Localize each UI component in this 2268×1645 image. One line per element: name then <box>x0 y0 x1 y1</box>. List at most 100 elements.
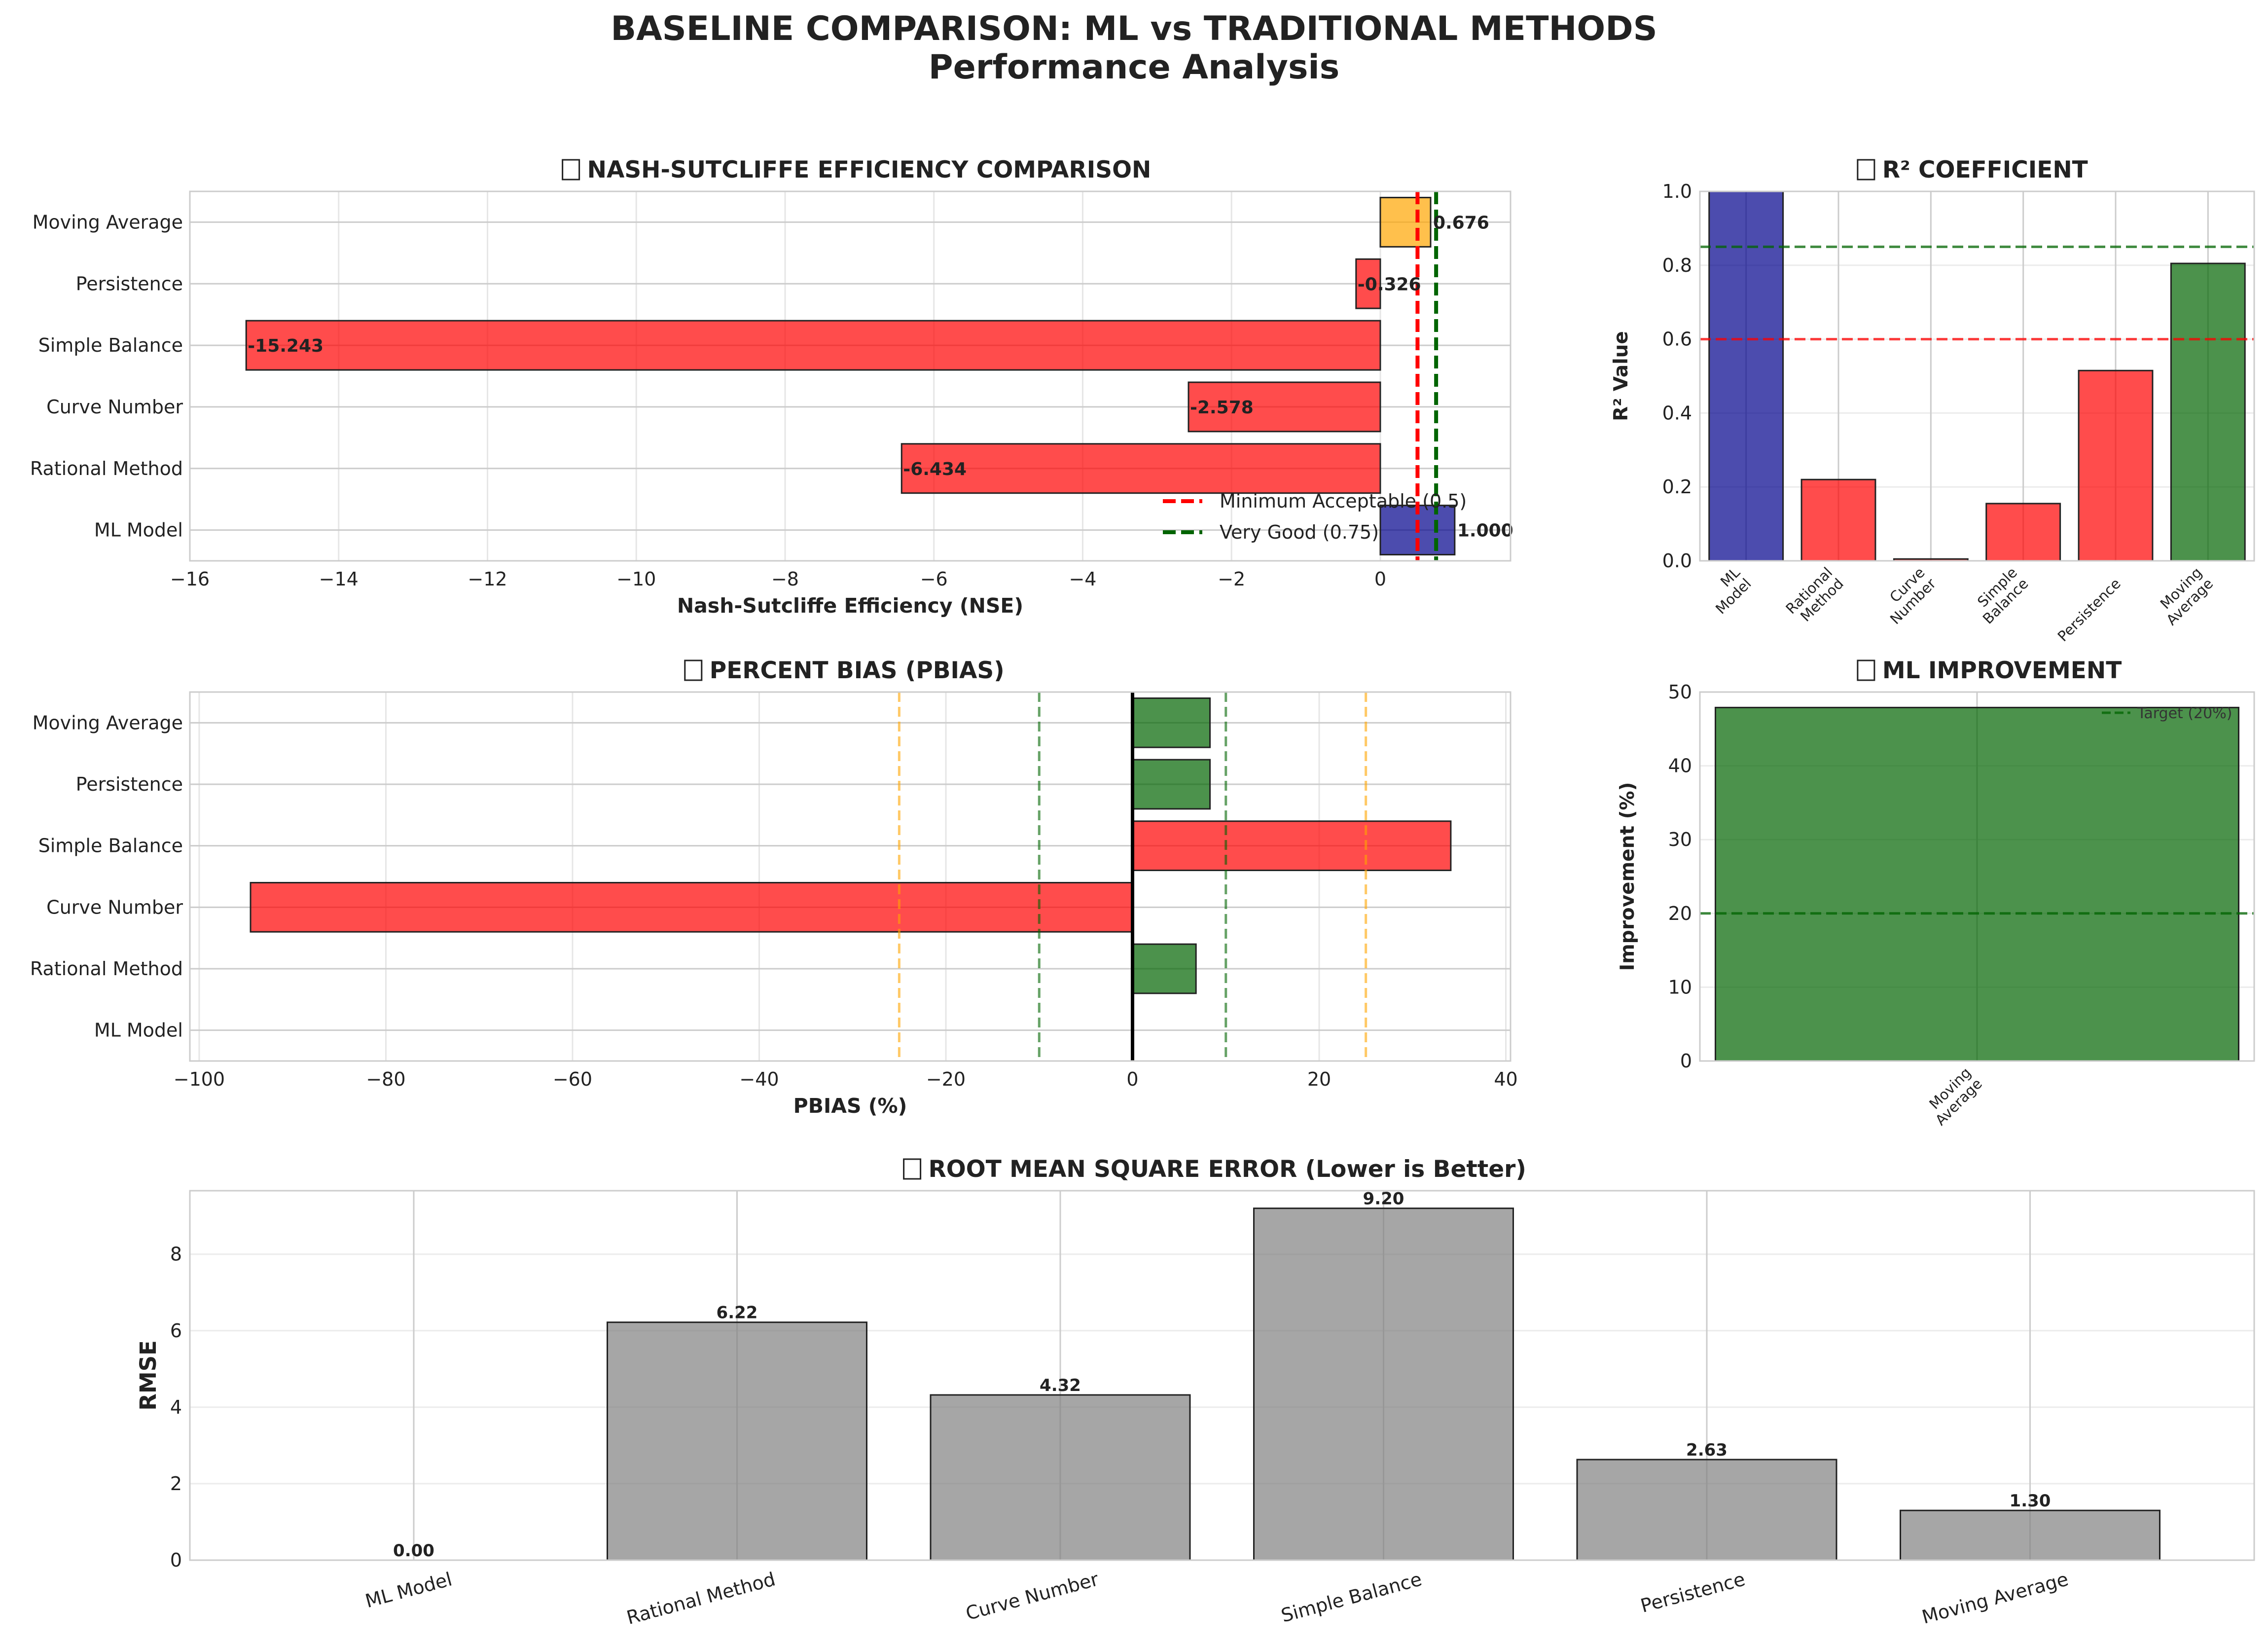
value-label-simple-balance: -15.243 <box>248 336 324 356</box>
value-label-curve-number: -2.578 <box>1190 398 1254 418</box>
value-label-ml-model: 0.00 <box>393 1541 434 1561</box>
y-tick-label: 10 <box>1668 976 1692 998</box>
chart-title: R² COEFFICIENT <box>1882 156 2088 183</box>
y-tick-label: 4 <box>170 1396 182 1418</box>
bar-simple-balance <box>245 320 1381 371</box>
nse-panel: 1.000 -6.434 -2.578 -15.243 -0.326 0.676 −16 −1… <box>30 156 1513 618</box>
y-tick-label: 8 <box>170 1243 182 1265</box>
x-tick-label-ml-model: MLModel <box>1701 564 1754 617</box>
plot-frame <box>189 691 1512 1062</box>
bar-rational-method <box>607 1321 867 1561</box>
bar-curve-number <box>930 1394 1191 1561</box>
bar-ml-model <box>1708 190 1784 562</box>
r2-panel: 0.0 0.2 0.4 0.6 0.8 1.0 R² Value MLModel Rationa… <box>1610 156 2255 645</box>
x-tick-label: 0 <box>1374 568 1386 590</box>
x-tick-label-moving-average: Moving Average <box>1919 1568 2070 1628</box>
y-tick-label: 6 <box>170 1320 182 1342</box>
x-tick-label-line: Rational Method <box>624 1568 778 1629</box>
bar-curve-number <box>1188 381 1381 433</box>
x-tick-label: −100 <box>174 1068 225 1090</box>
x-tick-label: −20 <box>926 1068 966 1090</box>
chart-title-glyph-icon <box>1857 659 1875 681</box>
x-tick-label-curve-number: CurveNumber <box>1875 564 1939 627</box>
y-tick-label: 0.2 <box>1662 476 1692 498</box>
y-tick-label: 0.8 <box>1662 255 1692 276</box>
x-axis-label: PBIAS (%) <box>793 1094 907 1118</box>
x-tick-label: −14 <box>319 568 359 590</box>
x-tick-label-line: Curve Number <box>964 1568 1101 1624</box>
y-tick-label-rational-method: Rational Method <box>30 458 183 479</box>
x-tick-label: −6 <box>920 568 948 590</box>
y-tick-label-simple-balance: Simple Balance <box>38 835 183 857</box>
x-tick-label-persistence: Persistence <box>1638 1568 1747 1617</box>
bar-simple-balance <box>1132 820 1452 872</box>
plot-frame <box>1699 190 2255 562</box>
y-tick-label-curve-number: Curve Number <box>46 896 183 918</box>
bar-rational-method <box>900 443 1381 494</box>
x-tick-label-moving-average: MovingAverage <box>2152 564 2216 628</box>
bar-moving-average <box>1379 196 1432 248</box>
x-tick-label: 40 <box>1494 1068 1517 1090</box>
y-axis-label: Improvement (%) <box>1617 782 1639 971</box>
x-tick-label-simple-balance: Simple Balance <box>1279 1568 1424 1626</box>
y-tick-label-persistence: Persistence <box>76 273 183 294</box>
x-tick-label-line: ML Model <box>363 1568 454 1612</box>
x-tick-label: 0 <box>1126 1068 1138 1090</box>
y-tick-label: 0 <box>170 1549 182 1571</box>
chart-title: ROOT MEAN SQUARE ERROR (Lower is Better) <box>929 1156 1526 1183</box>
value-label-curve-number: 4.32 <box>1040 1376 1081 1395</box>
y-tick-label: 20 <box>1668 903 1692 924</box>
y-tick-label: 2 <box>170 1473 182 1495</box>
x-tick-label-moving-average: MovingAverage <box>1921 1064 1985 1129</box>
y-tick-label-simple-balance: Simple Balance <box>38 334 183 356</box>
bar-persistence <box>2078 369 2154 562</box>
bar-rational-method <box>1800 478 1876 562</box>
figure-title-line2: Performance Analysis <box>928 48 1340 87</box>
value-label-simple-balance: 9.20 <box>1363 1189 1404 1209</box>
x-tick-label-line: Persistence <box>2054 575 2124 645</box>
figure-title-line1: BASELINE COMPARISON: ML vs TRADITIONAL M… <box>611 9 1657 48</box>
x-tick-label-line: Moving Average <box>1919 1568 2070 1628</box>
x-tick-label: −40 <box>739 1068 779 1090</box>
x-axis-label: Nash-Sutcliffe Efficiency (NSE) <box>677 594 1023 618</box>
x-tick-label-rational-method: RationalMethod <box>1782 564 1847 628</box>
y-tick-label: 30 <box>1668 829 1692 850</box>
chart-title: ML IMPROVEMENT <box>1882 657 2122 684</box>
x-tick-label: −16 <box>170 568 210 590</box>
value-label-persistence: -0.326 <box>1358 274 1421 294</box>
y-tick-label: 0.0 <box>1662 550 1692 572</box>
y-tick-label: 0 <box>1680 1050 1692 1072</box>
bar-simple-balance <box>1253 1207 1514 1561</box>
value-label-rational-method: -6.434 <box>903 459 967 479</box>
y-axis-label: RMSE <box>135 1340 161 1411</box>
y-tick-label: 50 <box>1668 681 1692 703</box>
value-label-moving-average: 0.676 <box>1433 213 1489 233</box>
value-label-moving-average: 1.30 <box>2010 1491 2051 1511</box>
bar-persistence <box>1576 1459 1837 1561</box>
bar-simple-balance <box>1985 503 2061 562</box>
value-label-rational-method: 6.22 <box>717 1303 758 1323</box>
y-tick-label: 0.6 <box>1662 329 1692 350</box>
x-tick-label-line: Simple Balance <box>1279 1568 1424 1626</box>
x-tick-label: −2 <box>1218 568 1245 590</box>
bar-curve-number <box>250 881 1134 933</box>
chart-title-glyph-icon <box>1857 159 1875 181</box>
x-tick-label-ml-model: ML Model <box>363 1568 454 1612</box>
rmse-panel: 0.00 6.22 4.32 9.20 2.63 1.30 0 2 4 6 8 RMSE ML Mode… <box>135 1156 2255 1629</box>
y-tick-label-moving-average: Moving Average <box>33 211 183 233</box>
y-axis-label: R² Value <box>1610 331 1632 421</box>
y-tick-label: 40 <box>1668 755 1692 777</box>
x-tick-label-line: Persistence <box>1638 1568 1747 1617</box>
x-tick-label-curve-number: Curve Number <box>964 1568 1101 1624</box>
x-tick-label: −8 <box>771 568 799 590</box>
x-tick-label: −10 <box>616 568 656 590</box>
legend-label-0: Minimum Acceptable (0.5) <box>1220 490 1467 512</box>
legend-label-target: Target (20%) <box>2137 705 2232 722</box>
y-tick-label: 0.4 <box>1662 402 1692 424</box>
bar-persistence <box>1132 759 1211 810</box>
y-tick-label-rational-method: Rational Method <box>30 958 183 980</box>
y-tick-label-curve-number: Curve Number <box>46 396 183 418</box>
bar-moving-average <box>1900 1509 2160 1561</box>
x-tick-label: −12 <box>468 568 507 590</box>
